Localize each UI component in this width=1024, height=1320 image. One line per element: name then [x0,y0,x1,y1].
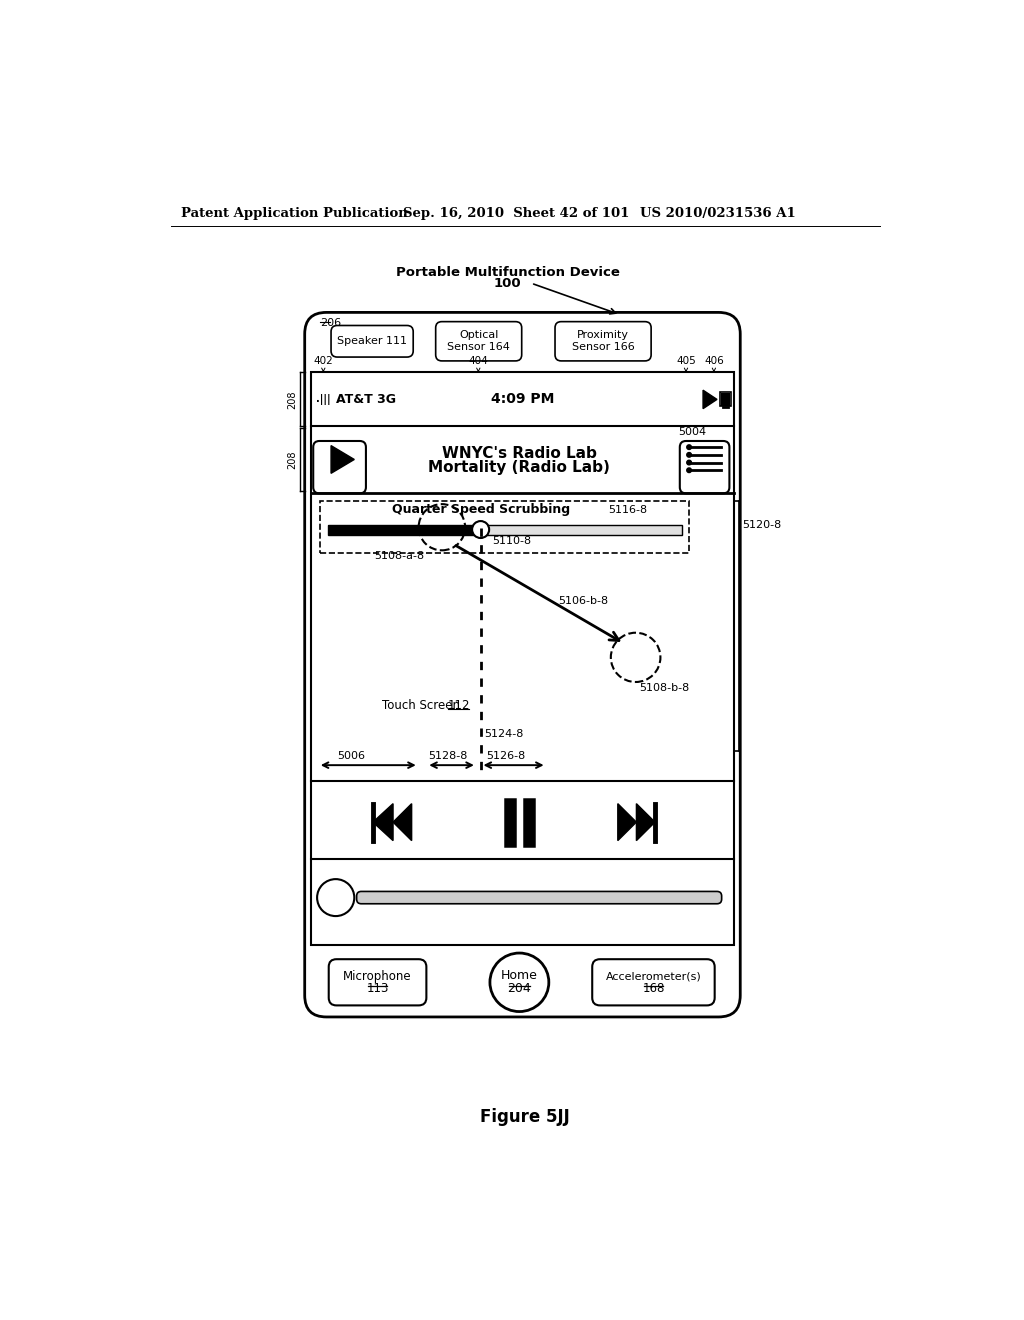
Text: Optical
Sensor 164: Optical Sensor 164 [447,330,510,352]
FancyBboxPatch shape [356,891,722,904]
Text: 204: 204 [508,982,531,995]
FancyBboxPatch shape [592,960,715,1006]
Text: 5126-8: 5126-8 [486,751,525,760]
Text: 208: 208 [287,450,297,469]
Text: 5120-8: 5120-8 [741,520,781,529]
Text: Patent Application Publication: Patent Application Publication [180,207,408,220]
Circle shape [687,461,691,465]
Text: Portable Multifunction Device: Portable Multifunction Device [396,265,620,279]
FancyBboxPatch shape [329,960,426,1006]
Bar [328,524,480,535]
Text: Speaker 111: Speaker 111 [337,337,408,346]
Circle shape [687,469,691,473]
Text: 405: 405 [676,356,696,367]
Polygon shape [393,804,412,841]
FancyBboxPatch shape [331,326,414,358]
Bar [721,393,730,405]
Bar [720,392,731,407]
Text: 404: 404 [468,356,488,367]
Text: 168: 168 [642,982,665,995]
Text: 5108-a-8: 5108-a-8 [375,550,425,561]
Text: Mortality (Radio Lab): Mortality (Radio Lab) [428,459,610,475]
FancyBboxPatch shape [313,441,366,494]
Text: 206: 206 [321,318,341,327]
Bar [321,502,689,553]
Text: Quarter Speed Scrubbing: Quarter Speed Scrubbing [391,503,569,516]
Text: 402: 402 [313,356,333,367]
Circle shape [489,953,549,1011]
Text: 5006: 5006 [337,751,366,760]
Text: 5108-b-8: 5108-b-8 [640,684,690,693]
Polygon shape [617,804,636,841]
Circle shape [687,453,691,457]
Text: Microphone: Microphone [343,970,412,982]
Bar [480,524,682,535]
Circle shape [687,445,691,449]
Circle shape [317,879,354,916]
FancyBboxPatch shape [305,313,740,1016]
Text: Home: Home [501,969,538,982]
Text: 5124-8: 5124-8 [484,729,524,739]
Text: US 2010/0231536 A1: US 2010/0231536 A1 [640,207,796,220]
Circle shape [472,521,489,539]
Text: 406: 406 [705,356,724,367]
Text: AT&T 3G: AT&T 3G [336,393,395,407]
Polygon shape [703,391,717,409]
Text: 5116-8: 5116-8 [608,504,647,515]
Text: WNYC's Radio Lab: WNYC's Radio Lab [442,446,597,461]
Text: 5128-8: 5128-8 [428,751,467,760]
Text: Figure 5JJ: Figure 5JJ [480,1107,569,1126]
FancyBboxPatch shape [680,441,729,494]
Text: 113: 113 [367,982,389,995]
Text: Accelerometer(s): Accelerometer(s) [605,972,701,981]
Text: 5110-8: 5110-8 [493,536,531,546]
Polygon shape [636,804,655,841]
Text: 100: 100 [494,277,521,289]
Text: Sep. 16, 2010  Sheet 42 of 101: Sep. 16, 2010 Sheet 42 of 101 [403,207,630,220]
Text: 208: 208 [287,391,297,409]
Text: 112: 112 [449,698,471,711]
Text: Touch Screen: Touch Screen [382,698,464,711]
Bar [311,372,734,945]
Polygon shape [331,446,354,474]
Text: 5106-b-8: 5106-b-8 [558,597,608,606]
Bar [328,524,682,535]
FancyBboxPatch shape [435,322,521,360]
Text: 5004: 5004 [678,426,707,437]
FancyBboxPatch shape [555,322,651,360]
Polygon shape [373,804,393,841]
Text: .|||: .||| [316,393,331,405]
Text: Proximity
Sensor 166: Proximity Sensor 166 [571,330,635,352]
Text: 4:09 PM: 4:09 PM [490,392,554,407]
